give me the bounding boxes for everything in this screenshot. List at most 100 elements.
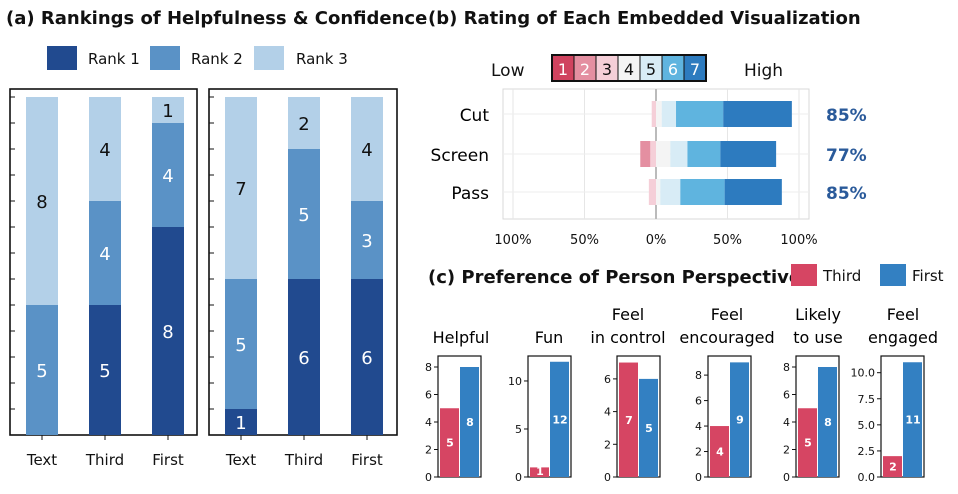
y-tick-label: 6	[604, 373, 611, 386]
bar-value-label: 6	[361, 348, 372, 369]
bar-value-label: 5	[235, 335, 246, 356]
legend-swatch-rank2	[150, 46, 180, 70]
bar-value-label: 11	[905, 414, 920, 427]
scale-number: 5	[646, 60, 656, 79]
panel-c-legend: Third First	[791, 264, 944, 286]
scale-number: 2	[580, 60, 590, 79]
bar-value-label: 4	[162, 166, 173, 187]
subplot-frame	[707, 355, 752, 478]
bar-third	[883, 456, 902, 477]
panel-a-title: (a) Rankings of Helpfulness & Confidence	[6, 8, 427, 29]
subplot-frame	[880, 355, 925, 478]
bar-segment-rank1	[225, 409, 257, 435]
x-tick-label: 100%	[780, 233, 817, 248]
y-tick-label: 8	[783, 361, 790, 374]
y-tick-label: 4	[695, 420, 702, 433]
scale-number: 3	[602, 60, 612, 79]
bar-value-label: 7	[235, 179, 246, 200]
subplot-title: Fun	[535, 328, 564, 347]
y-category-label: Screen	[431, 146, 489, 166]
bar-value-label: 5	[298, 205, 309, 226]
y-tick-label: 0	[515, 471, 522, 484]
y-tick-label: 10.0	[851, 367, 876, 380]
subplot-title: Feel	[612, 305, 644, 324]
rating-segment-5	[661, 101, 677, 127]
scale-low-label: Low	[491, 61, 525, 81]
bar-value-label: 1	[235, 413, 246, 434]
bar-value-label: 7	[625, 414, 633, 427]
positive-percent-label: 85%	[826, 106, 867, 126]
bar-first	[903, 362, 922, 477]
x-tick-label: 50%	[713, 233, 742, 248]
scale-number: 6	[668, 60, 678, 79]
bar-value-label: 8	[162, 322, 173, 343]
y-tick-label: 0	[783, 471, 790, 484]
y-tick-label: 0	[604, 471, 611, 484]
legend-label-rank1: Rank 1	[88, 50, 140, 68]
bar-value-label: 9	[736, 414, 744, 427]
bar-segment-rank2	[26, 305, 58, 435]
bar-value-label: 8	[36, 192, 47, 213]
rating-segment-6	[680, 179, 725, 205]
bar-third	[530, 467, 549, 477]
bar-first	[550, 361, 569, 477]
y-tick-label: 4	[604, 406, 611, 419]
legend-label-rank3: Rank 3	[296, 50, 348, 68]
panel-a-left-chart: 5 8 Text 5 4 4 Third 8 4 1 First	[10, 96, 184, 469]
y-tick-label: 2	[425, 444, 432, 457]
y-category-label: Pass	[451, 184, 489, 204]
bar-value-label: 4	[716, 446, 724, 459]
bar-segment-rank2	[351, 201, 383, 279]
bar-segment-rank3	[152, 97, 184, 123]
subplot-title: Likely	[795, 305, 841, 324]
scale-number: 1	[558, 60, 568, 79]
y-tick-label: 10	[508, 375, 522, 388]
rating-segment-2	[640, 141, 651, 167]
positive-percent-label: 77%	[826, 146, 867, 166]
y-tick-label: 5.0	[858, 419, 876, 432]
positive-percent-label: 85%	[826, 184, 867, 204]
bar-value-label: 6	[298, 348, 309, 369]
bar-segment-rank2	[288, 149, 320, 279]
subplot-frame	[616, 355, 661, 478]
bar-value-label: 5	[804, 437, 812, 450]
y-tick-label: 0.0	[858, 471, 876, 484]
y-tick-label: 2	[783, 444, 790, 457]
legend-swatch-rank1	[47, 46, 77, 70]
subplot-title: Helpful	[433, 328, 490, 347]
rating-segment-6	[687, 141, 721, 167]
panel-b-title: (b) Rating of Each Embedded Visualizatio…	[428, 8, 861, 29]
bar-value-label: 8	[824, 416, 832, 429]
legend-label-rank2: Rank 2	[191, 50, 243, 68]
bar-value-label: 5	[446, 437, 454, 450]
rating-segment-3	[650, 141, 656, 167]
panel-c-title: (c) Preference of Person Perspectives	[428, 267, 812, 288]
rating-segment-4	[656, 101, 662, 127]
x-tick-label: First	[152, 451, 184, 469]
bar-value-label: 5	[36, 361, 47, 382]
rating-segment-7	[720, 141, 777, 167]
bar-value-label: 4	[99, 140, 110, 161]
bar-value-label: 1	[162, 101, 173, 122]
y-tick-label: 2.5	[858, 445, 876, 458]
bar-third	[710, 426, 729, 477]
legend-swatch-first	[880, 264, 906, 286]
bar-segment-rank2	[225, 279, 257, 409]
legend-label-third: Third	[822, 267, 861, 285]
panel-b-chart: 100% 50% 0% 50% 100% Cut 85% Screen 77% Pass 85%	[431, 89, 867, 248]
rating-segment-3	[648, 179, 656, 205]
legend-swatch-third	[791, 264, 817, 286]
rating-segment-4	[656, 179, 661, 205]
y-tick-label: 6	[425, 389, 432, 402]
bar-segment-rank3	[351, 97, 383, 201]
bar-first	[818, 367, 837, 477]
y-tick-label: 6	[695, 395, 702, 408]
bar-first	[460, 367, 479, 477]
bar-third	[798, 408, 817, 477]
x-tick-label: Text	[26, 451, 57, 469]
scale-border	[551, 54, 707, 82]
y-tick-label: 6	[783, 389, 790, 402]
subplot-title: encouraged	[679, 328, 774, 347]
